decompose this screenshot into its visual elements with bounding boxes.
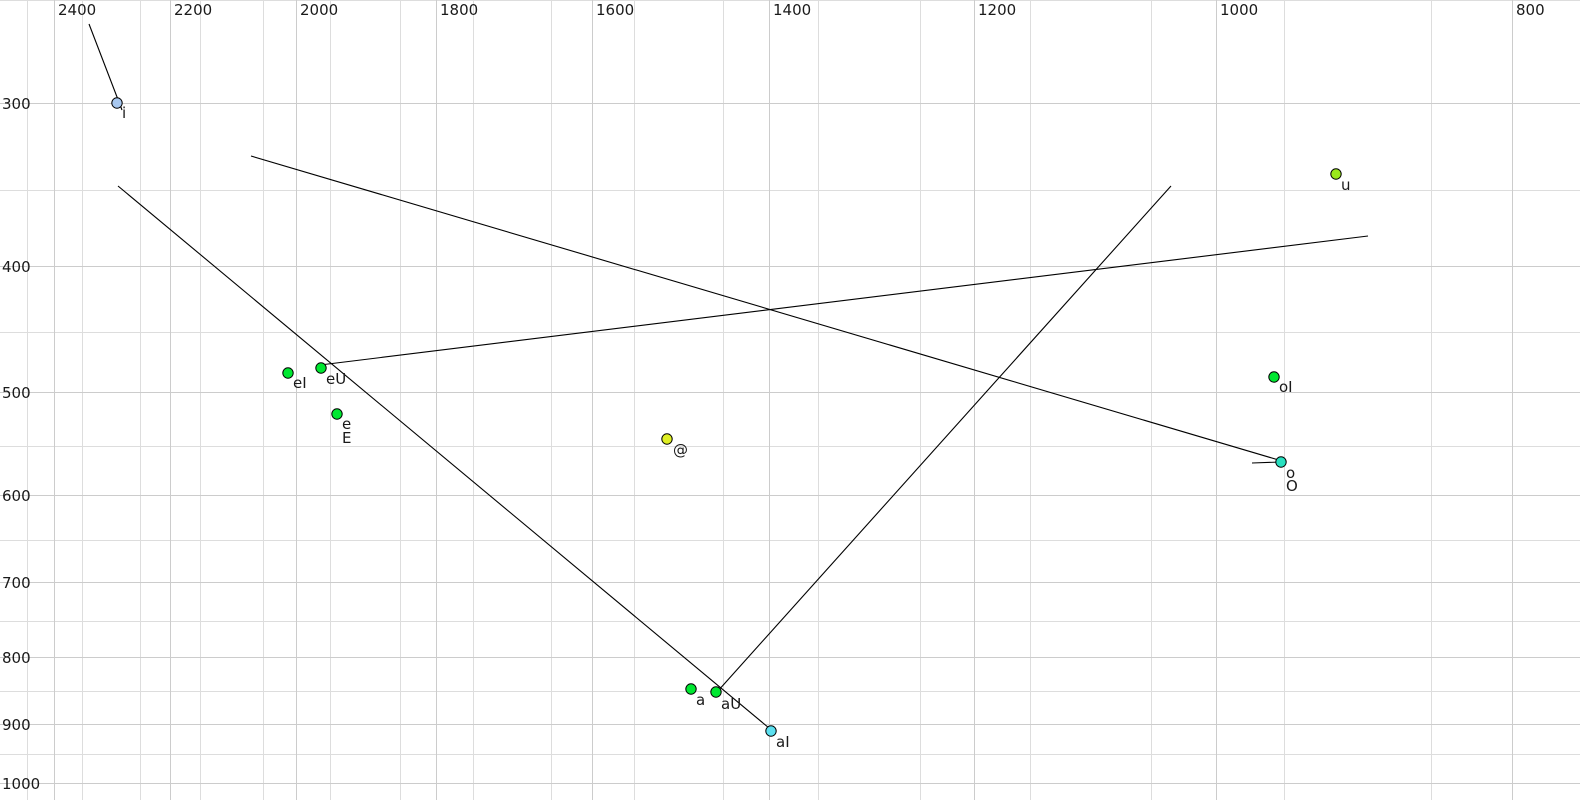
x-tick-1000: 1000 [1220,1,1259,19]
vowel-label-O: O [1286,477,1298,495]
y-tick-300: 300 [2,95,31,113]
major-gridlines-vertical [54,0,1513,800]
vowel-marker-aU[interactable] [710,686,722,698]
minor-gridlines-horizontal [0,0,1580,755]
vowel-marker-aI[interactable] [765,725,777,737]
major-gridlines-horizontal [0,103,1580,784]
y-tick-600: 600 [2,487,31,505]
vowel-marker-o[interactable] [1275,456,1287,468]
vowel-marker-oI[interactable] [1268,371,1280,383]
y-tick-500: 500 [2,384,31,402]
trajectory-line-oI-trajectory [319,235,1369,366]
vowel-label-eI: eI [293,374,307,392]
vowel-label-i: i [122,104,127,122]
vowel-data-points [111,97,1342,737]
vowel-marker-i[interactable] [111,97,123,109]
x-tick-1600: 1600 [596,1,635,19]
x-tick-2400: 2400 [58,1,97,19]
trajectory-line-aU-trajectory [716,185,1172,693]
x-tick-1800: 1800 [440,1,479,19]
x-tick-2200: 2200 [174,1,213,19]
y-tick-900: 900 [2,716,31,734]
vowel-marker-a[interactable] [685,683,697,695]
vowel-label-a: a [696,691,706,709]
vowel-marker-eI[interactable] [282,367,294,379]
x-tick-2000: 2000 [300,1,339,19]
vowel-label-E: E [342,429,352,447]
vowel-label-eU: eU [326,370,347,388]
minor-gridlines-vertical [27,0,1432,800]
x-tick-1200: 1200 [978,1,1017,19]
y-tick-400: 400 [2,258,31,276]
vowel-label-u: u [1341,176,1351,194]
vowel-marker-u[interactable] [1330,168,1342,180]
vowel-label-aU: aU [721,695,742,713]
vowel-label-o: o [1286,464,1296,482]
y-tick-800: 800 [2,649,31,667]
y-tick-1000: 1000 [2,775,41,793]
vowel-label-oI: oI [1279,378,1293,396]
trajectory-line-eI-trajectory [117,185,776,734]
vowel-label-@: @ [673,441,688,459]
formant-trajectory-lines [88,23,1369,734]
vowel-label-e: e [342,415,352,433]
x-tick-800: 800 [1516,1,1545,19]
vowel-marker-eU[interactable] [315,362,327,374]
vowel-marker-@[interactable] [661,433,673,445]
trajectory-line-eU-trajectory [250,155,1283,462]
y-tick-700: 700 [2,574,31,592]
trajectory-line-i-trajectory [88,23,123,111]
x-tick-1400: 1400 [773,1,812,19]
vowel-label-aI: aI [776,733,790,751]
vowel-marker-e[interactable] [331,408,343,420]
